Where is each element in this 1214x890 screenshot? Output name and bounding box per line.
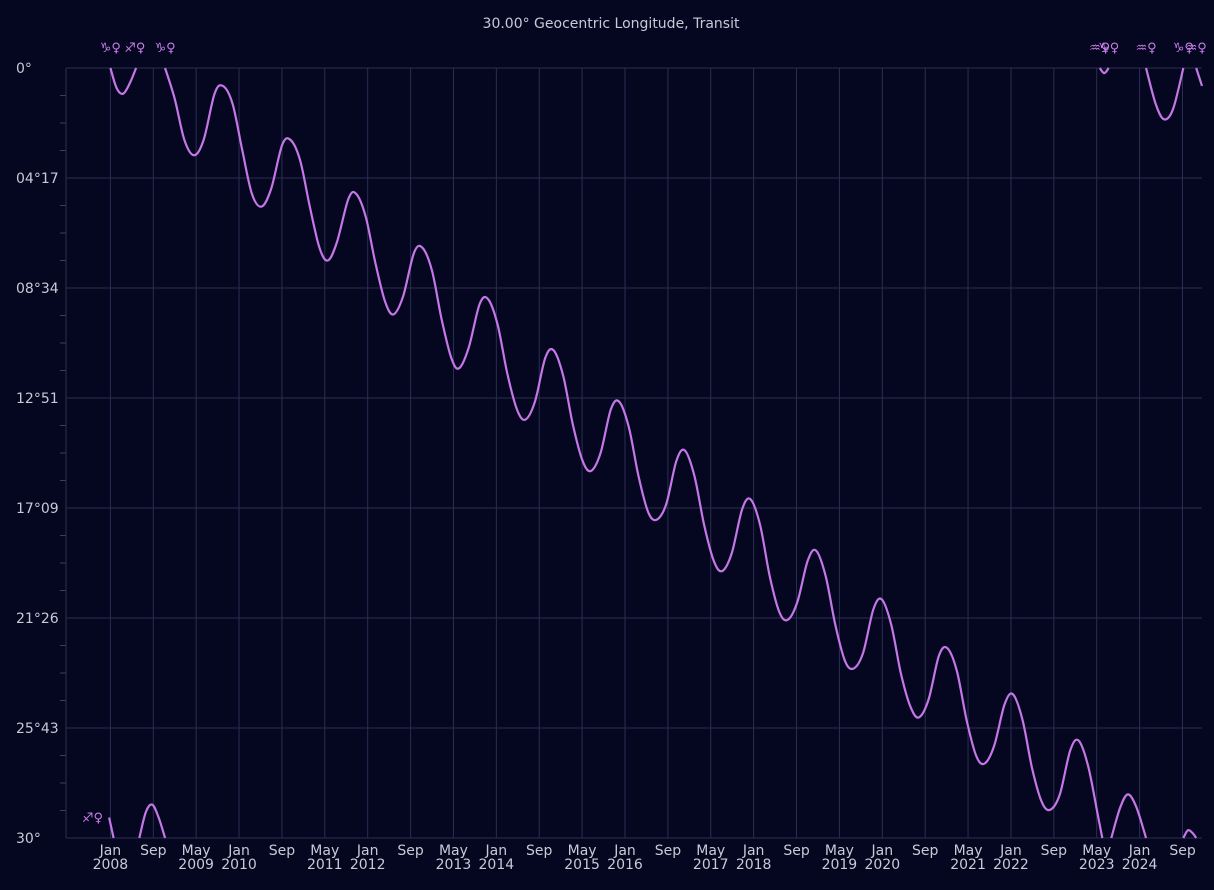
x-tick-month: Jan: [742, 843, 765, 859]
x-tick-year: 2014: [479, 857, 515, 873]
x-tick-month: Jan: [613, 843, 636, 859]
ingress-marker-bottom: ♐♀: [82, 811, 103, 826]
grid-layer: [60, 67, 1202, 839]
curve-segment: [138, 803, 167, 839]
ingress-marker-top: ♑♀: [1098, 41, 1119, 56]
ingress-marker-top: ♑♀: [154, 41, 175, 56]
x-tick-year: 2018: [736, 857, 772, 873]
curve-segment: [1195, 67, 1204, 87]
ingress-markers: ♑♀ ♐♀ ♑♀ ♒♀♑♀ ♒♀ ♑♀♒♀♐♀: [82, 41, 1207, 826]
x-tick-month: Jan: [227, 843, 250, 859]
x-tick-month: Sep: [269, 843, 296, 859]
ingress-marker-top: ♒♀: [1089, 41, 1110, 56]
chart-title: 30.00° Geocentric Longitude, Transit: [483, 16, 740, 32]
x-tick-year: 2016: [607, 857, 643, 873]
x-tick-year: 2021: [950, 857, 986, 873]
x-tick-year: 2020: [864, 857, 900, 873]
x-tick-month: Jan: [356, 843, 379, 859]
y-tick-label: 08°34: [16, 281, 59, 297]
x-tick-year: 2013: [436, 857, 472, 873]
curve-segment: [164, 67, 1104, 839]
ingress-marker-top: ♒♀: [1186, 41, 1207, 56]
longitude-curve: [108, 67, 1204, 839]
y-tick-label: 04°17: [16, 171, 59, 187]
x-tick-month: Jan: [1128, 843, 1151, 859]
curve-segment: [1182, 829, 1198, 839]
x-tick-year: 2012: [350, 857, 386, 873]
y-tick-label: 0°: [16, 61, 32, 77]
y-tick-label: 30°: [16, 831, 41, 847]
x-tick-month: Jan: [871, 843, 894, 859]
x-tick-month: May: [439, 843, 468, 859]
curve-segment: [1110, 793, 1148, 839]
x-tick-year: 2017: [693, 857, 729, 873]
curve-segment: [109, 67, 138, 95]
x-tick-month: May: [954, 843, 983, 859]
ingress-marker-top: ♐♀: [124, 41, 145, 56]
x-tick-month: Sep: [397, 843, 424, 859]
x-tick-year: 2011: [307, 857, 343, 873]
x-tick-year: 2024: [1122, 857, 1158, 873]
y-tick-label: 12°51: [16, 391, 59, 407]
ingress-marker-top: ♑♀: [100, 41, 121, 56]
curve-segment: [1098, 67, 1110, 75]
x-tick-year: 2022: [993, 857, 1029, 873]
x-tick-month: Sep: [1169, 843, 1196, 859]
x-tick-year: 2008: [93, 857, 129, 873]
x-tick-year: 2019: [822, 857, 858, 873]
x-tick-month: May: [182, 843, 211, 859]
x-tick-month: Jan: [99, 843, 122, 859]
y-tick-label: 21°26: [16, 611, 59, 627]
x-tick-month: May: [568, 843, 597, 859]
y-tick-label: 17°09: [16, 501, 59, 517]
x-tick-year: 2010: [221, 857, 257, 873]
x-tick-month: Sep: [1041, 843, 1068, 859]
ingress-marker-top: ♑♀: [1173, 41, 1194, 56]
x-tick-month: Jan: [999, 843, 1022, 859]
ingress-marker-top: ♒♀: [1135, 41, 1156, 56]
x-tick-month: Jan: [485, 843, 508, 859]
x-tick-year: 2023: [1079, 857, 1115, 873]
x-tick-month: Sep: [912, 843, 939, 859]
x-tick-year: 2009: [178, 857, 214, 873]
curve-segment: [1144, 67, 1185, 121]
x-tick-month: May: [825, 843, 854, 859]
x-tick-month: May: [696, 843, 725, 859]
x-tick-month: May: [310, 843, 339, 859]
y-tick-label: 25°43: [16, 721, 59, 737]
x-tick-month: May: [1082, 843, 1111, 859]
x-tick-month: Sep: [140, 843, 167, 859]
x-tick-month: Sep: [783, 843, 810, 859]
y-tick-labels: 0° 04°17 08°34 12°51 17°09 21°26 25°43 30°: [16, 61, 59, 847]
x-tick-month: Sep: [655, 843, 682, 859]
x-tick-month: Sep: [526, 843, 553, 859]
x-tick-year: 2015: [564, 857, 600, 873]
curve-segment: [108, 817, 115, 839]
